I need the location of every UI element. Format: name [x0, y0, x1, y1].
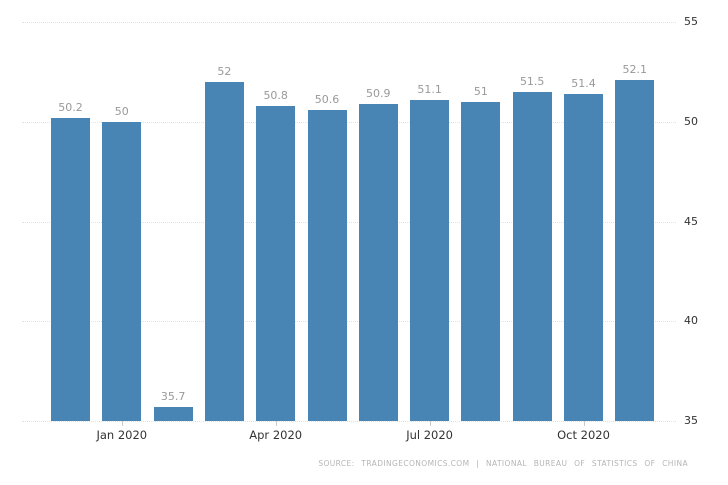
gridline [22, 121, 676, 123]
x-axis-tick-label: Apr 2020 [249, 428, 303, 442]
bar[interactable] [307, 109, 347, 421]
x-axis-tick-label: Oct 2020 [557, 428, 610, 442]
y-axis-tick-label: 45 [684, 214, 698, 228]
bar[interactable] [358, 103, 398, 421]
gridline [22, 421, 676, 422]
bar[interactable] [512, 91, 552, 421]
bar-value-label: 51.1 [417, 82, 442, 96]
bar-value-label: 50 [114, 104, 129, 118]
gridline [22, 22, 676, 23]
bar-value-label: 51 [473, 84, 488, 98]
bar-value-label: 51.4 [571, 76, 596, 90]
bar-value-label: 52.1 [622, 62, 648, 76]
bar[interactable] [615, 79, 655, 421]
x-axis-tick [121, 421, 123, 426]
x-axis-tick-label: Jul 2020 [406, 428, 453, 442]
source-credit: SOURCE: TRADINGECONOMICS.COM | NATIONAL … [318, 459, 688, 468]
bar[interactable] [51, 117, 90, 421]
bar-value-label: 50.6 [314, 92, 340, 106]
x-axis-tick [583, 421, 585, 426]
bar[interactable] [410, 99, 450, 421]
bar-value-label: 50.2 [58, 100, 83, 114]
bar[interactable] [204, 81, 244, 421]
gridline [22, 221, 676, 223]
bar[interactable] [102, 121, 142, 421]
y-axis-tick-label: 50 [684, 114, 698, 128]
bar-value-label: 35.7 [160, 390, 186, 404]
bar-value-label: 52 [217, 64, 232, 78]
x-axis-tick-label: Jan 2020 [96, 428, 148, 442]
bar[interactable] [153, 407, 193, 421]
x-axis-tick [429, 421, 431, 426]
bar-value-label: 50.9 [366, 86, 391, 100]
bar-value-label: 50.8 [263, 88, 288, 102]
y-axis-tick-label: 55 [684, 15, 698, 28]
x-axis-tick [275, 421, 277, 426]
bar[interactable] [564, 93, 603, 421]
y-axis-tick-label: 35 [684, 414, 698, 427]
bar[interactable] [461, 101, 501, 421]
bar[interactable] [256, 105, 296, 421]
y-axis-tick-label: 40 [684, 314, 698, 328]
bar-value-label: 51.5 [519, 74, 545, 88]
gridline [22, 321, 676, 323]
